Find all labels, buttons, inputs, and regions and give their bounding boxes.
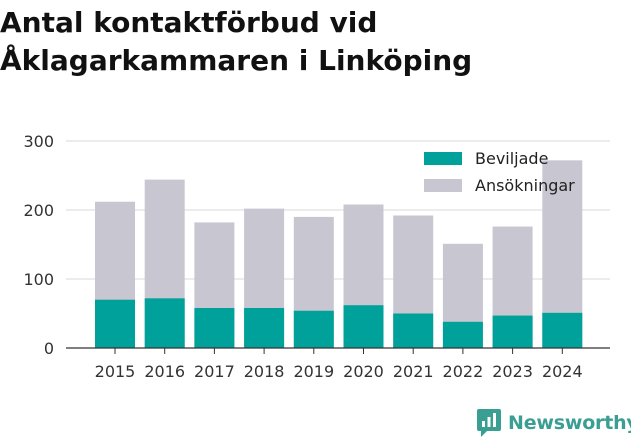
legend-item-beviljade: Beviljade	[424, 149, 548, 168]
x-tick-label: 2024	[542, 362, 583, 381]
legend-swatch	[424, 179, 462, 192]
y-tick-label: 200	[23, 201, 54, 220]
x-tick-label: 2017	[194, 362, 235, 381]
x-tick-label: 2018	[244, 362, 285, 381]
bar-beviljade-2016	[144, 298, 185, 348]
bar-beviljade-2015	[95, 299, 135, 348]
y-axis: 0 100 200 300	[23, 132, 54, 358]
legend-label: Ansökningar	[475, 176, 575, 195]
brand-name: Newsworthy	[508, 412, 631, 434]
y-tick-label: 300	[23, 132, 54, 151]
bar-beviljade-2018	[244, 307, 285, 348]
x-tick-label: 2023	[492, 362, 533, 381]
newsworthy-icon	[477, 409, 501, 437]
x-axis: 2015 2016 2017 2018 2019 2020 2021 2022 2023 2024	[66, 347, 610, 381]
legend-swatch	[424, 152, 462, 165]
newsworthy-logo: Newsworthy	[476, 408, 631, 438]
legend-item-ansokningar: Ansökningar	[424, 176, 575, 195]
bar-beviljade-2019	[293, 310, 334, 348]
x-tick-label: 2022	[443, 362, 484, 381]
bar-beviljade-2024	[542, 312, 583, 348]
x-tick-label: 2020	[343, 362, 384, 381]
x-tick-label: 2016	[144, 362, 185, 381]
bar-beviljade-2022	[442, 321, 483, 348]
x-tick-label: 2019	[293, 362, 334, 381]
bar-beviljade-2017	[194, 307, 235, 348]
x-tick-label: 2015	[95, 362, 136, 381]
x-tick-label: 2021	[393, 362, 434, 381]
y-tick-label: 0	[44, 339, 54, 358]
y-tick-label: 100	[23, 270, 54, 289]
bar-beviljade-2021	[393, 313, 434, 348]
bar-beviljade-2023	[492, 315, 533, 348]
chart-title: Antal kontaktförbud vid Åklagarkammaren …	[0, 6, 473, 77]
bar-beviljade-2020	[343, 305, 384, 348]
bars	[95, 160, 583, 348]
legend-label: Beviljade	[475, 149, 548, 168]
legend: Beviljade Ansökningar	[424, 149, 575, 195]
